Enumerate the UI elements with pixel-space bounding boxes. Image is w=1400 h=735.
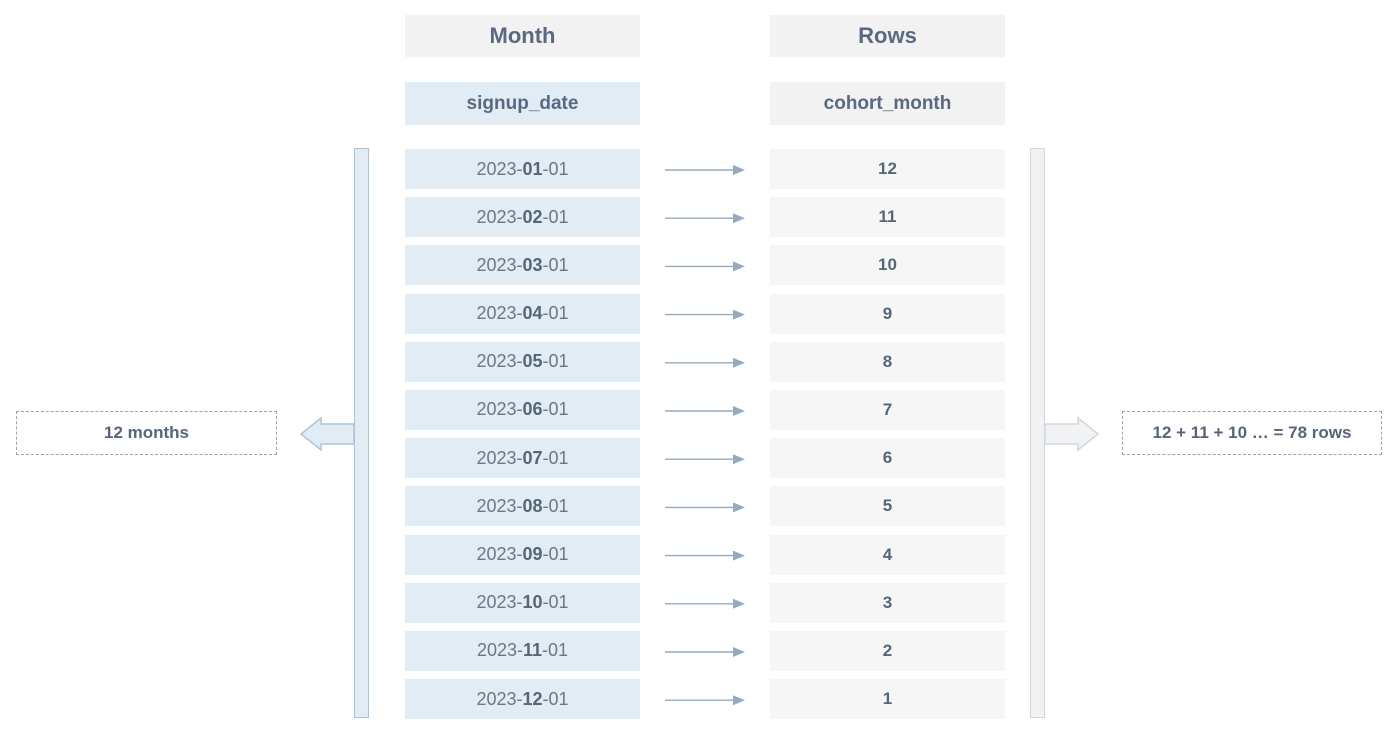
row-arrows xyxy=(665,165,745,706)
arrowhead-icon xyxy=(733,647,745,657)
arrowhead-icon xyxy=(733,598,745,609)
signup-date-cell: 2023- 05 -01 xyxy=(405,341,640,382)
row-count-cell: 1 xyxy=(770,679,1005,720)
row-count-cell: 5 xyxy=(770,486,1005,527)
month-header: Month xyxy=(405,15,640,57)
row-count-cell: 12 xyxy=(770,149,1005,189)
signup-date-list: 2023- 01 -01 2023- 02 -01 2023- 03 -01 2023- 04 -01… xyxy=(405,149,640,727)
signup-date-cell: 2023- 09 -01 xyxy=(405,534,640,575)
signup-date-cell: 2023- 06 -01 xyxy=(405,389,640,430)
row-count-list: 12 11 10 9 8 7 6 5 4 3 2 1 xyxy=(770,149,1005,727)
signup-date-cell: 2023- 07 -01 xyxy=(405,438,640,479)
right-block-arrow-icon xyxy=(1044,416,1100,452)
row-count-cell: 2 xyxy=(770,630,1005,671)
row-count-cell: 9 xyxy=(770,293,1005,334)
signup-date-cell: 2023- 11 -01 xyxy=(405,630,640,671)
row-count-cell: 10 xyxy=(770,245,1005,286)
row-count-cell: 6 xyxy=(770,438,1005,479)
row-count-cell: 4 xyxy=(770,534,1005,575)
arrowhead-icon xyxy=(733,695,745,706)
arrowhead-icon xyxy=(733,550,745,561)
signup-date-cell: 2023- 03 -01 xyxy=(405,245,640,286)
arrowhead-icon xyxy=(733,502,745,513)
rows-header: Rows xyxy=(770,15,1005,57)
arrowhead-icon xyxy=(733,406,745,416)
arrowhead-icon xyxy=(733,454,745,465)
row-count-cell: 8 xyxy=(770,341,1005,382)
signup-date-cell: 2023- 04 -01 xyxy=(405,293,640,334)
row-count-cell: 11 xyxy=(770,197,1005,238)
arrowhead-icon xyxy=(733,261,745,272)
signup-date-cell: 2023- 12 -01 xyxy=(405,679,640,720)
arrowhead-icon xyxy=(733,213,745,224)
signup-date-cell: 2023- 01 -01 xyxy=(405,149,640,189)
arrowhead-icon xyxy=(733,165,745,175)
row-count-cell: 3 xyxy=(770,582,1005,623)
signup-date-column-label: signup_date xyxy=(405,82,640,125)
arrowhead-icon xyxy=(733,309,745,320)
rows-summary-box: 12 + 11 + 10 … = 78 rows xyxy=(1122,411,1382,455)
signup-date-cell: 2023- 02 -01 xyxy=(405,197,640,238)
left-block-arrow-icon xyxy=(299,416,355,452)
months-summary-box: 12 months xyxy=(16,411,277,455)
row-count-cell: 7 xyxy=(770,389,1005,430)
signup-date-cell: 2023- 08 -01 xyxy=(405,486,640,527)
signup-date-cell: 2023- 10 -01 xyxy=(405,582,640,623)
cohort-month-column-label: cohort_month xyxy=(770,82,1005,125)
arrowhead-icon xyxy=(733,357,745,368)
